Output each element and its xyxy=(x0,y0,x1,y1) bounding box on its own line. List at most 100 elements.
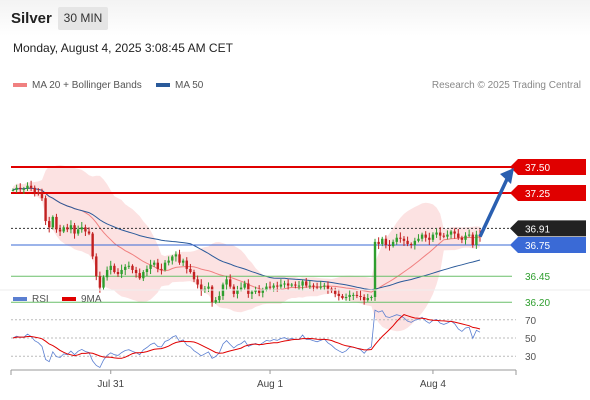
candle-body xyxy=(413,240,417,245)
candle-body xyxy=(66,227,69,230)
candle-body xyxy=(189,268,192,273)
candle-body xyxy=(337,293,341,296)
candle-body xyxy=(467,234,471,236)
candle-body xyxy=(352,294,355,296)
candle-body xyxy=(428,237,431,240)
candle-body xyxy=(76,229,80,234)
candle-body xyxy=(51,216,55,228)
candle-body xyxy=(69,225,73,230)
candle-body xyxy=(286,283,290,286)
candle-body xyxy=(294,284,297,286)
ma20-line xyxy=(12,187,481,293)
candle-body xyxy=(341,295,344,299)
rsi-tick-label: 50 xyxy=(525,334,537,345)
candle-body xyxy=(355,294,359,296)
candle-body xyxy=(239,287,243,290)
candle-body xyxy=(192,272,196,280)
candle-body xyxy=(134,269,138,274)
candle-body xyxy=(276,285,279,287)
candle-body xyxy=(40,194,44,199)
ma20-swatch xyxy=(13,83,27,88)
level-label-36.20: 36.20 xyxy=(525,298,550,309)
candle-body xyxy=(344,297,348,299)
candle-body xyxy=(200,284,203,291)
candle-body xyxy=(272,285,275,288)
candle-body xyxy=(464,235,467,240)
candle-body xyxy=(388,245,391,247)
level-label-36.75: 36.75 xyxy=(525,241,550,252)
candle-body xyxy=(283,283,286,285)
candle-body xyxy=(44,198,47,222)
research-credit: Research © 2025 Trading Central xyxy=(431,80,581,91)
candle-body xyxy=(210,286,214,303)
candle-body xyxy=(98,276,102,288)
candle-body xyxy=(406,240,409,244)
x-tick-label: Aug 4 xyxy=(420,379,447,390)
datetime-label: Monday, August 4, 2025 3:08:45 AM CET xyxy=(13,41,233,55)
legend-label-ma20: MA 20 + Bollinger Bands xyxy=(32,80,142,91)
candle-body xyxy=(315,286,319,288)
candle-body xyxy=(420,234,424,239)
candle-body xyxy=(138,273,141,279)
candle-body xyxy=(323,285,326,287)
candle-body xyxy=(247,283,250,294)
candle-body xyxy=(250,291,254,294)
candle-body xyxy=(410,243,413,245)
candle-body xyxy=(58,229,62,232)
candle-body xyxy=(185,260,188,269)
candle-body xyxy=(395,237,398,242)
candle-body xyxy=(319,286,322,288)
legend-label-rsi: RSI xyxy=(32,294,49,305)
candle-body xyxy=(160,268,163,270)
x-tick-label: Aug 1 xyxy=(257,379,284,390)
candle-body xyxy=(359,295,362,297)
timeframe-button[interactable]: 30 MIN xyxy=(58,7,108,30)
candle-body xyxy=(301,281,304,286)
legend-label-9ma: 9MA xyxy=(81,294,102,305)
candle-body xyxy=(145,268,149,273)
candle-body xyxy=(348,294,351,297)
candle-body xyxy=(225,279,228,285)
candle-body xyxy=(33,187,36,192)
instrument-title: Silver xyxy=(11,10,52,27)
target-arrow xyxy=(478,176,510,238)
rsi-legend-item: RSI xyxy=(13,294,49,305)
candle-body xyxy=(196,279,199,285)
candle-body xyxy=(116,272,120,275)
candle-body xyxy=(105,269,109,278)
candle-body xyxy=(131,265,134,270)
x-tick-label: Jul 31 xyxy=(97,379,124,390)
candle-body xyxy=(124,266,127,270)
candle-body xyxy=(381,238,384,244)
candle-body xyxy=(424,234,427,238)
candle-body xyxy=(333,290,337,294)
candle-body xyxy=(120,269,123,275)
candle-body xyxy=(449,231,453,235)
candle-body xyxy=(102,277,105,288)
candle-body xyxy=(366,298,369,301)
candle-body xyxy=(402,238,406,241)
candle-body xyxy=(11,189,15,191)
candle-body xyxy=(460,237,464,240)
candle-body xyxy=(431,234,435,240)
candle-body xyxy=(26,185,29,189)
candle-body xyxy=(446,234,449,237)
candle-body xyxy=(95,256,98,277)
candle-body xyxy=(438,232,442,236)
candle-body xyxy=(290,284,293,286)
candle-body xyxy=(48,221,51,228)
rsi-tick-label: 30 xyxy=(525,352,537,363)
rsi-ma-line xyxy=(12,314,481,359)
candle-body xyxy=(127,265,131,267)
legend-label-ma50: MA 50 xyxy=(175,80,204,91)
candle-body xyxy=(178,254,181,263)
candle-body xyxy=(15,187,18,190)
candle-body xyxy=(152,262,156,265)
legend-item-ma50: MA 50 xyxy=(156,80,203,91)
candle-body xyxy=(73,225,76,234)
candle-body xyxy=(214,300,217,303)
candle-body xyxy=(305,281,308,286)
candle-body xyxy=(475,234,478,245)
candle-body xyxy=(229,279,232,287)
